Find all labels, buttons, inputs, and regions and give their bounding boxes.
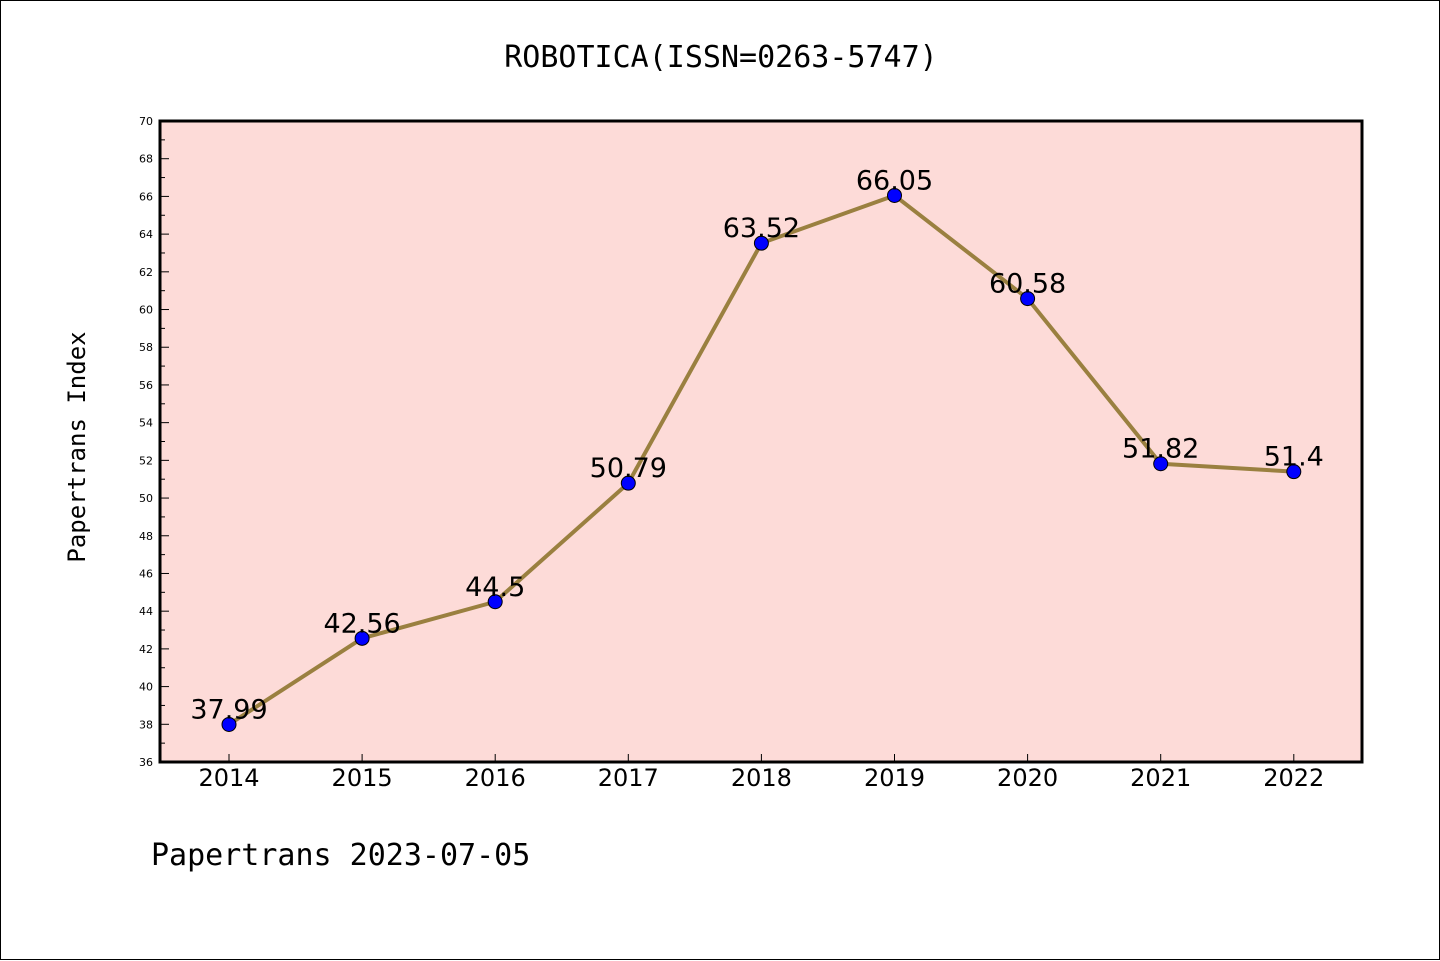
data-label: 63.52: [723, 213, 800, 244]
data-label: 66.05: [856, 165, 933, 196]
y-axis-label: Papertrans Index: [63, 331, 91, 562]
data-label: 42.56: [323, 608, 400, 639]
data-label: 50.79: [590, 453, 667, 484]
x-tick-label: 2022: [1263, 764, 1324, 792]
y-tick-label: 38: [139, 718, 153, 731]
x-tick-label: 2017: [598, 764, 659, 792]
y-tick-label: 46: [139, 567, 153, 580]
y-tick-label: 68: [139, 153, 153, 166]
y-tick-label: 56: [139, 379, 153, 392]
y-tick-label: 64: [139, 228, 153, 241]
y-tick-label: 50: [139, 492, 153, 505]
y-tick-label: 40: [139, 681, 153, 694]
x-tick-label: 2021: [1130, 764, 1191, 792]
data-point: [1020, 291, 1036, 307]
data-point: [1286, 464, 1302, 480]
x-tick-label: 2015: [332, 764, 393, 792]
series-layer: 37.99 42.56 44.5 50.79 63.52 66.05 60.58 51.82 5…: [190, 165, 1324, 732]
data-label: 60.58: [989, 269, 1066, 300]
x-tick-label: 2016: [465, 764, 526, 792]
data-point: [620, 475, 636, 491]
data-label: 51.4: [1264, 442, 1324, 473]
data-label: 51.82: [1122, 434, 1199, 465]
y-axis: 36 38 40 42 44 46 48 50 52 54 56 58 60 62 64 66 68 70: [139, 115, 169, 769]
x-tick-label: 2020: [997, 764, 1058, 792]
y-tick-label: 36: [139, 756, 153, 769]
data-label: 44.5: [465, 572, 525, 603]
y-tick-label: 42: [139, 643, 153, 656]
chart-title: ROBOTICA(ISSN=0263-5747): [504, 40, 937, 75]
y-tick-label: 60: [139, 304, 153, 317]
data-point: [1153, 456, 1169, 472]
y-tick-label: 58: [139, 341, 153, 354]
y-tick-label: 70: [139, 115, 153, 128]
plot-area: [158, 119, 1364, 764]
x-tick-label: 2019: [864, 764, 925, 792]
y-tick-label: 62: [139, 266, 153, 279]
x-axis: 2014 2015 2016 2017 2018 2019 2020 2021 2022: [198, 754, 1324, 792]
y-tick-label: 66: [139, 190, 153, 203]
data-point: [354, 630, 370, 646]
data-point: [887, 187, 902, 203]
y-tick-label: 54: [139, 417, 153, 430]
x-tick-label: 2014: [198, 764, 259, 792]
y-tick-label: 48: [139, 530, 153, 543]
footer-text: Papertrans 2023-07-05: [151, 838, 530, 873]
data-point: [487, 594, 503, 610]
data-point: [753, 235, 769, 251]
data-label: 37.99: [190, 694, 267, 725]
y-tick-label: 44: [139, 605, 153, 618]
x-tick-label: 2018: [731, 764, 792, 792]
y-tick-label: 52: [139, 454, 153, 467]
data-point: [221, 716, 237, 732]
